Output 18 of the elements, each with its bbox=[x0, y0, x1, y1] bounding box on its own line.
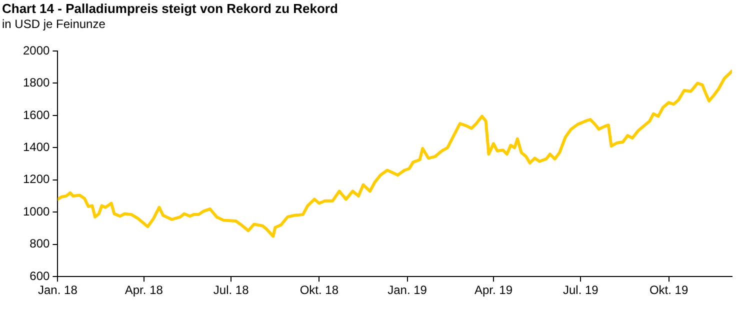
x-tick-label: Jul. 18 bbox=[213, 283, 250, 298]
y-tick-label: 1600 bbox=[22, 108, 50, 122]
chart-title: Chart 14 - Palladiumpreis steigt von Rekord zu Rekord bbox=[2, 1, 338, 16]
chart-subtitle: in USD je Feinunze bbox=[2, 17, 106, 31]
y-tick-label: 1000 bbox=[22, 204, 50, 218]
x-tick-label: Jan. 19 bbox=[388, 283, 428, 298]
x-tick-label: Jul. 19 bbox=[562, 283, 599, 298]
y-tick-label: 1200 bbox=[22, 172, 50, 186]
x-tick-label: Okt. 19 bbox=[649, 283, 688, 298]
x-tick-label: Apr. 19 bbox=[474, 283, 513, 298]
y-tick-label: 800 bbox=[30, 236, 50, 251]
y-tick-label: 600 bbox=[30, 268, 50, 283]
x-tick-label: Okt. 18 bbox=[300, 283, 339, 298]
x-tick-label: Jan. 18 bbox=[38, 283, 78, 298]
y-tick-label: 2000 bbox=[22, 43, 50, 58]
y-tick-label: 1800 bbox=[22, 76, 50, 90]
x-tick-label: Apr. 18 bbox=[124, 283, 164, 298]
y-tick-label: 1400 bbox=[22, 140, 50, 154]
